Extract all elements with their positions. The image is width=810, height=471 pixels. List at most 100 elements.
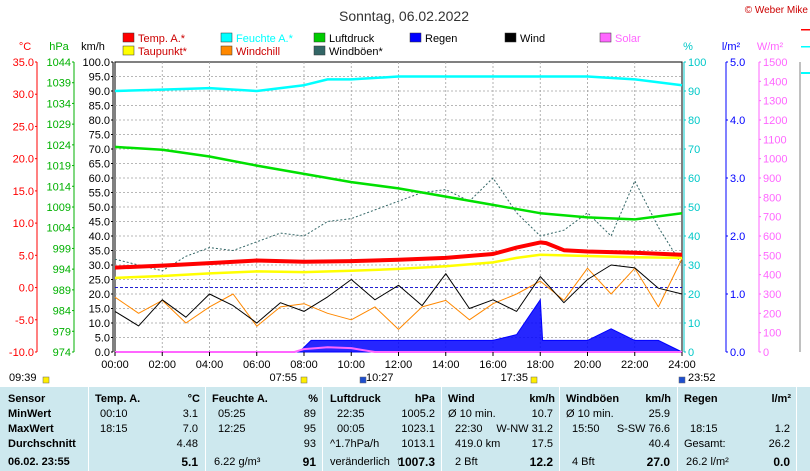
rain-axis-tick-label: 4.0 — [730, 115, 745, 127]
press-axis-tick-label: 1004 — [47, 223, 71, 235]
hum-axis-tick-label: 50 — [688, 202, 700, 214]
solar-axis-tick-label: 100 — [763, 328, 781, 340]
press-trend-rate: ^1.7hPa/h — [330, 438, 380, 450]
wind-max-value: W-NW 31.2 — [496, 423, 553, 435]
solar-axis-tick-label: 0 — [763, 347, 769, 359]
press-max-time: 00:05 — [337, 423, 365, 435]
gust-avg-value: 40.4 — [648, 438, 670, 450]
time-mark-label: 23:52 — [688, 372, 716, 384]
rain-axis-tick-label: 3.0 — [730, 173, 745, 185]
legend-swatch — [504, 32, 517, 43]
gust-current-value: 27.0 — [646, 455, 670, 469]
x-tick-label: 10:00 — [337, 359, 365, 371]
hum-max-time: 12:25 — [218, 423, 246, 435]
gust-unit-label: km/h — [645, 393, 671, 405]
hum-axis-tick-label: 20 — [688, 289, 700, 301]
wind-axis-tick-label: 90.0 — [89, 86, 110, 98]
series — [114, 75, 683, 353]
hum-axis-tick-label: 90 — [688, 86, 700, 98]
series-feuchte-a- — [114, 75, 683, 93]
temp-unit: °C — [19, 41, 31, 53]
rain-today-value: 26.2 l/m² — [686, 456, 729, 468]
temp-header: Temp. A. — [95, 393, 141, 405]
wind-axis-tick-label: 15.0 — [89, 304, 110, 316]
rain-axis-tick-label: 2.0 — [730, 231, 745, 243]
wind-axis-tick-label: 10.0 — [89, 318, 110, 330]
legend-label: Luftdruck — [329, 33, 375, 45]
time-mark-label: 09:39 — [9, 372, 37, 384]
legend-swatch — [122, 45, 135, 56]
hum-axis-tick-label: 60 — [688, 173, 700, 185]
solar-axis-tick-label: 1300 — [763, 96, 787, 108]
press-axis-tick-label: 1034 — [47, 98, 71, 110]
time-mark-label: 17:35 — [500, 372, 528, 384]
rain-current-value: 0.0 — [773, 455, 790, 469]
rain-axis-tick-label: 1.0 — [730, 289, 745, 301]
weather-chart: Sonntag, 06.02.2022 © Weber Mike Temp. A… — [9, 5, 810, 384]
hum-min-time: 05:25 — [218, 408, 246, 420]
press-max-value: 1023.1 — [401, 423, 435, 435]
legend-label: Windchill — [236, 46, 280, 58]
rain-axis-tick-label: 5.0 — [730, 57, 745, 69]
wind-axis-tick-label: 40.0 — [89, 231, 110, 243]
press-min-time: 22:35 — [337, 408, 365, 420]
rain-total-label: Gesamt: — [684, 438, 726, 450]
temp-axis-tick-label: 15.0 — [13, 186, 34, 198]
hum-unit-label: % — [308, 393, 318, 405]
legend: Temp. A.* Feuchte A.* Luftdruck Regen Wind So… — [122, 32, 641, 58]
temp-unit-label: °C — [187, 393, 200, 405]
hum-max-value: 95 — [303, 423, 316, 435]
wind-axis-tick-label: 75.0 — [89, 130, 110, 142]
temp-axis-tick-label: -5.0 — [15, 315, 34, 327]
wind-axis-tick-label: 70.0 — [89, 144, 110, 156]
sun-moon-icon — [359, 376, 367, 384]
press-axis-tick-label: 999 — [53, 243, 71, 255]
wind-axis-tick-label: 50.0 — [89, 202, 110, 214]
stats-table: Sensor MinWert MaxWert Durchschnitt 06.0… — [0, 387, 810, 471]
legend-swatch — [599, 32, 612, 43]
solar-axis-tick-label: 1500 — [763, 57, 787, 69]
solar-axis-tick-label: 700 — [763, 212, 781, 224]
sensor-row-avg: Durchschnitt — [8, 438, 76, 450]
press-unit: hPa — [49, 41, 69, 53]
brand-text: © Weber Mike — [745, 5, 809, 16]
wind-avg10-label: Ø 10 min. — [448, 408, 496, 420]
side-legend-stub — [799, 29, 810, 352]
wind-axis-tick-label: 25.0 — [89, 275, 110, 287]
legend-label: Windböen* — [329, 46, 384, 58]
solar-axis-tick-label: 1100 — [763, 134, 787, 146]
series-luftdruck — [114, 145, 683, 221]
gust-max-value: S-SW 76.6 — [616, 423, 670, 435]
wind-axis-tick-label: 45.0 — [89, 217, 110, 229]
press-axis-tick-label: 1024 — [47, 140, 71, 152]
rain-max-time: 18:15 — [690, 423, 718, 435]
press-axis-tick-label: 984 — [53, 306, 71, 318]
bottom-marks: 09:39 07:55 10:27 17:35 23:52 — [9, 372, 716, 384]
wind-axis-tick-label: 5.0 — [95, 333, 110, 345]
x-tick-label: 04:00 — [196, 359, 224, 371]
series-solar — [115, 346, 682, 353]
sun-moon-icon — [530, 376, 538, 384]
wind-axis-tick-label: 85.0 — [89, 101, 110, 113]
hum-avg-value: 93 — [303, 438, 316, 450]
series-wind — [114, 264, 683, 327]
wind-header: Wind — [448, 393, 475, 405]
wind-axis-tick-label: 30.0 — [89, 260, 110, 272]
solar-axis-tick-label: 200 — [763, 308, 781, 320]
solar-axis-tick-label: 900 — [763, 173, 781, 185]
temp-axis-tick-label: 10.0 — [13, 218, 34, 230]
temp-axis-tick-label: -10.0 — [9, 347, 34, 359]
x-axis: 00:00 02:00 04:00 06:00 08:00 10:00 12:00 14:00… — [101, 352, 696, 371]
press-trend-arrow-icon: ↑ — [396, 455, 402, 467]
press-unit-label: hPa — [414, 393, 435, 405]
wind-avg-value: 17.5 — [531, 438, 553, 450]
press-trend-text: veränderlich — [330, 456, 390, 468]
x-tick-label: 08:00 — [290, 359, 318, 371]
gust-header: Windböen — [566, 393, 620, 405]
hum-axis-tick-label: 80 — [688, 115, 700, 127]
hum-min-value: 89 — [303, 408, 316, 420]
legend-swatch — [313, 32, 326, 43]
gust-avg10-value: 25.9 — [648, 408, 670, 420]
press-current-value: 1007.3 — [398, 455, 435, 469]
sun-moon-icon — [678, 376, 686, 384]
